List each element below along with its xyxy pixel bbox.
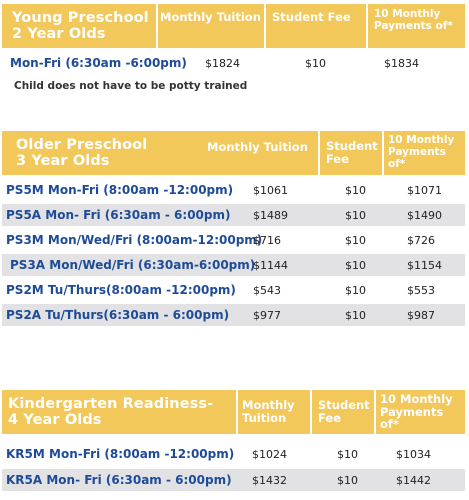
column-divider xyxy=(310,390,312,434)
student-fee: $10 xyxy=(345,308,366,322)
kindergarten-readiness-header: Kindergarten Readiness- 4 Year Olds Mont… xyxy=(2,390,465,434)
student-fee: $10 xyxy=(337,473,358,487)
monthly-tuition: $1489 xyxy=(253,208,288,222)
column-divider xyxy=(382,131,384,175)
student-fee: $10 xyxy=(345,183,366,197)
column-divider xyxy=(236,390,238,434)
table-row: PS5A Mon- Fri (6:30am - 6:00pm) $1489 $1… xyxy=(2,204,465,226)
table-row: PS3M Mon/Wed/Fri (8:00am-12:00pm) $716 $… xyxy=(2,229,465,251)
section-title-line2: 2 Year Olds xyxy=(12,26,106,42)
young-preschool-header: Young Preschool 2 Year Olds Monthly Tuit… xyxy=(2,4,465,48)
section-title-line1: Kindergarten Readiness- xyxy=(8,395,214,412)
program-name: PS2A Tu/Thurs(6:30am - 6:00pm) xyxy=(6,308,230,322)
section-title-line1: Older Preschool xyxy=(16,136,148,153)
program-name: KR5M Mon-Fri (8:00am -12:00pm) xyxy=(6,447,235,461)
monthly-payment: $1442 xyxy=(396,473,431,487)
monthly-tuition: $1144 xyxy=(253,258,288,272)
column-header-monthly-tuition: Monthly Tuition xyxy=(160,10,261,24)
monthly-tuition: $1824 xyxy=(205,56,240,70)
program-name: KR5A Mon- Fri (6:30am - 6:00pm) xyxy=(6,473,232,487)
table-row: PS5M Mon-Fri (8:00am -12:00pm) $1061 $10… xyxy=(2,179,465,201)
program-name: Mon-Fri (6:30am -6:00pm) xyxy=(10,56,187,70)
monthly-tuition: $977 xyxy=(253,308,281,322)
table-row: KR5A Mon- Fri (6:30am - 6:00pm) $1432 $1… xyxy=(2,469,465,491)
section-title: Young Preschool 2 Year Olds xyxy=(12,4,162,48)
monthly-tuition: $1024 xyxy=(252,447,287,461)
program-name: PS5M Mon-Fri (8:00am -12:00pm) xyxy=(6,183,234,197)
monthly-payment: $726 xyxy=(407,233,435,247)
column-header-payments: 10 Monthly Payments of* xyxy=(388,134,455,170)
column-divider xyxy=(156,4,158,48)
program-name: PS3M Mon/Wed/Fri (8:00am-12:00pm) xyxy=(6,233,263,247)
monthly-payment: $1071 xyxy=(407,183,442,197)
student-fee: $10 xyxy=(345,208,366,222)
monthly-tuition: $543 xyxy=(253,283,281,297)
table-row: PS2A Tu/Thurs(6:30am - 6:00pm) $977 $10 … xyxy=(2,304,465,326)
column-header-student-fee: Student Fee xyxy=(272,10,351,24)
table-row: PS2M Tu/Thurs(8:00am -12:00pm) $543 $10 … xyxy=(2,279,465,301)
column-divider xyxy=(374,390,376,434)
column-divider xyxy=(318,131,320,175)
monthly-payment: $1834 xyxy=(384,56,419,70)
column-header-payments: 10 Monthly Payments of* xyxy=(374,8,453,32)
table-row: PS3A Mon/Wed/Fri (6:30am-6:00pm) $1144 $… xyxy=(2,254,465,276)
column-divider xyxy=(366,4,368,48)
monthly-payment: $987 xyxy=(407,308,435,322)
monthly-tuition: $716 xyxy=(253,233,281,247)
student-fee: $10 xyxy=(305,56,326,70)
section-title: Older Preschool 3 Year Olds xyxy=(16,131,186,175)
monthly-payment: $1490 xyxy=(407,208,442,222)
column-header-monthly-tuition: Monthly Tuition xyxy=(207,140,308,154)
section-title-line1: Young Preschool xyxy=(12,9,149,26)
program-name: PS5A Mon- Fri (6:30am - 6:00pm) xyxy=(6,208,231,222)
column-header-student-fee: Student Fee xyxy=(318,398,370,425)
program-name: PS3A Mon/Wed/Fri (6:30am-6:00pm) xyxy=(10,258,256,272)
column-header-payments: 10 Monthly Payments of* xyxy=(380,391,453,432)
student-fee: $10 xyxy=(345,233,366,247)
monthly-payment: $1154 xyxy=(407,258,442,272)
monthly-tuition: $1061 xyxy=(253,183,288,197)
monthly-payment: $1034 xyxy=(396,447,431,461)
section-title: Kindergarten Readiness- 4 Year Olds xyxy=(8,390,233,434)
potty-training-note: Child does not have to be potty trained xyxy=(14,80,248,92)
older-preschool-header: Older Preschool 3 Year Olds Monthly Tuit… xyxy=(2,131,465,175)
monthly-payment: $553 xyxy=(407,283,435,297)
student-fee: $10 xyxy=(345,258,366,272)
section-title-line2: 4 Year Olds xyxy=(8,412,102,428)
table-row: KR5M Mon-Fri (8:00am -12:00pm) $1024 $10… xyxy=(2,443,465,465)
student-fee: $10 xyxy=(337,447,358,461)
student-fee: $10 xyxy=(345,283,366,297)
column-header-monthly-tuition: Monthly Tuition xyxy=(242,398,295,425)
program-name: PS2M Tu/Thurs(8:00am -12:00pm) xyxy=(6,283,236,297)
section-title-line2: 3 Year Olds xyxy=(16,153,110,169)
column-divider xyxy=(264,4,266,48)
column-header-student-fee: Student Fee xyxy=(326,139,378,166)
monthly-tuition: $1432 xyxy=(252,473,287,487)
table-row: Mon-Fri (6:30am -6:00pm) $1824 $10 $1834 xyxy=(2,52,465,74)
